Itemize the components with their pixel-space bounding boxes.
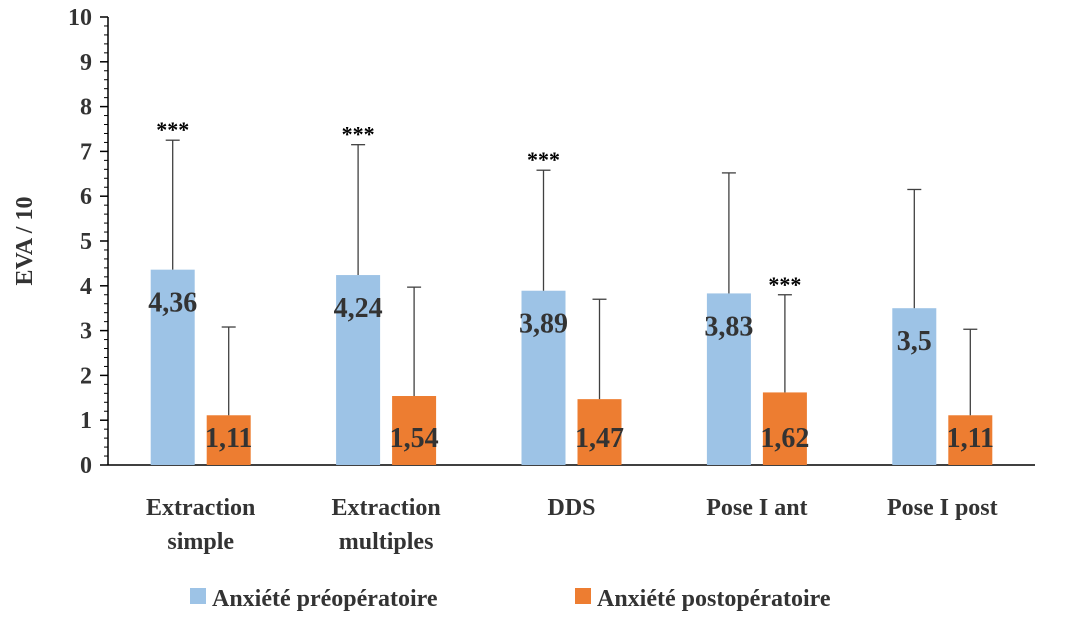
data-label: 4,24 bbox=[334, 293, 383, 324]
data-label: 1,11 bbox=[205, 423, 252, 454]
bar-preop bbox=[521, 290, 566, 465]
y-tick-label: 7 bbox=[80, 139, 92, 165]
y-axis-title: EVA / 10 bbox=[12, 197, 38, 286]
data-label: 1,62 bbox=[760, 423, 809, 454]
legend-label-postop: Anxiété postopératoire bbox=[597, 586, 831, 612]
bar-preop bbox=[336, 275, 381, 465]
bar-preop bbox=[892, 308, 937, 465]
legend-label-preop: Anxiété préopératoire bbox=[212, 586, 438, 612]
y-tick-label: 1 bbox=[80, 408, 92, 434]
x-tick-label: Pose I post bbox=[887, 495, 998, 521]
bar-preop bbox=[150, 269, 195, 465]
data-label: 3,89 bbox=[519, 309, 568, 340]
y-tick-label: 5 bbox=[80, 229, 92, 255]
y-tick-label: 9 bbox=[80, 50, 92, 76]
significance-marker: *** bbox=[768, 272, 801, 297]
y-tick-label: 6 bbox=[80, 184, 92, 210]
x-tick-label: Extraction bbox=[146, 495, 255, 521]
y-tick-label: 2 bbox=[80, 363, 92, 389]
data-label: 1,54 bbox=[390, 423, 439, 454]
y-tick-label: 0 bbox=[80, 453, 92, 479]
bar-postop bbox=[762, 392, 807, 465]
significance-marker: *** bbox=[156, 117, 189, 142]
data-label: 4,36 bbox=[148, 288, 197, 319]
y-tick-label: 10 bbox=[68, 5, 92, 31]
x-tick-label: multiples bbox=[339, 529, 434, 555]
x-tick-label: Pose I ant bbox=[706, 495, 807, 521]
significance-marker: *** bbox=[527, 147, 560, 172]
data-label: 1,11 bbox=[947, 423, 994, 454]
legend-swatch-postop bbox=[575, 588, 591, 604]
significance-marker: *** bbox=[342, 122, 375, 147]
y-tick-label: 4 bbox=[80, 274, 92, 300]
bar-preop bbox=[706, 293, 751, 465]
bar-postop bbox=[392, 396, 437, 465]
bar-postop bbox=[948, 415, 993, 465]
x-tick-label: Extraction bbox=[331, 495, 440, 521]
y-tick-label: 3 bbox=[80, 319, 92, 345]
bar-postop bbox=[577, 399, 622, 465]
legend-swatch-preop bbox=[190, 588, 206, 604]
data-label: 1,47 bbox=[575, 423, 624, 454]
y-tick-label: 8 bbox=[80, 95, 92, 121]
x-tick-label: simple bbox=[167, 529, 234, 555]
data-label: 3,5 bbox=[897, 326, 932, 357]
data-label: 3,83 bbox=[704, 311, 753, 342]
bar-postop bbox=[206, 415, 251, 465]
x-tick-label: DDS bbox=[547, 495, 595, 521]
